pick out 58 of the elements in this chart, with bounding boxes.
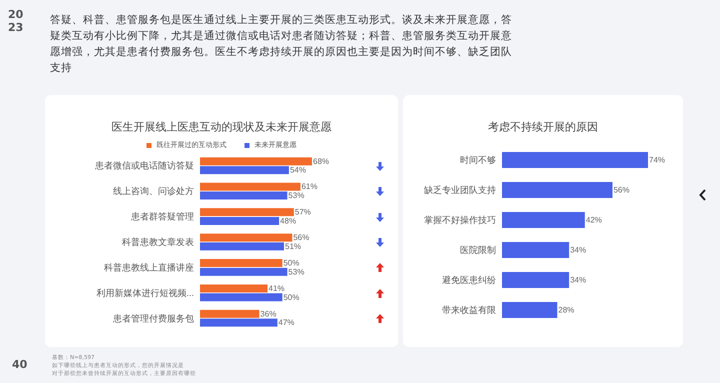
bar <box>502 302 558 318</box>
chart-title: 医生开展线上医患互动的现状及未来开展意愿 <box>112 120 332 134</box>
data-label: 36% <box>260 309 276 318</box>
data-label: 41% <box>268 284 285 293</box>
y-tick-label: 线上咨询、问诊处方 <box>113 186 194 196</box>
data-label: 68% <box>313 156 330 166</box>
bar <box>200 157 312 166</box>
bar <box>200 293 282 302</box>
text: 2023 <box>8 8 24 34</box>
data-label: 61% <box>301 182 318 192</box>
bar <box>200 318 278 327</box>
y-tick-label: 患者管理付费服务包 <box>112 313 194 324</box>
data-label: 57% <box>294 208 311 217</box>
y-tick-label: 缺乏专业团队支持 <box>424 185 496 195</box>
bar <box>200 284 268 292</box>
bar <box>200 234 292 242</box>
bar <box>200 310 260 318</box>
data-label: 48% <box>280 216 296 226</box>
data-label: 42% <box>586 216 602 224</box>
y-tick-label: 时间不够 <box>460 155 496 165</box>
data-label: 28% <box>558 306 574 314</box>
y-tick-label: 医院限制 <box>460 245 496 255</box>
bar <box>200 182 300 191</box>
y-tick-label: 科普患教文章发表 <box>122 237 194 247</box>
y-tick-label: 掌握不好操作技巧 <box>424 215 496 225</box>
data-label: 74% <box>649 156 666 164</box>
bar <box>200 192 288 200</box>
data-label: 34% <box>570 276 586 284</box>
bar <box>502 152 648 168</box>
data-label: 54% <box>290 166 306 175</box>
data-label: 50% <box>283 292 300 302</box>
y-tick-label: 科普患教线上直播讲座 <box>104 262 194 272</box>
bar <box>502 212 585 228</box>
bar <box>200 259 282 268</box>
y-tick-label: 利用新媒体进行短视频... <box>96 288 194 298</box>
bar <box>502 182 612 198</box>
y-tick-label: 患者微信或电话随访答疑 <box>94 160 194 171</box>
data-label: 53% <box>288 267 304 276</box>
data-label: 51% <box>285 242 302 251</box>
data-label: 50% <box>283 258 300 268</box>
data-label: 56% <box>293 233 310 242</box>
bar <box>200 208 294 216</box>
y-tick-label: 避免医患纠纷 <box>442 275 496 285</box>
bar <box>502 272 570 288</box>
y-tick-label: 患者群答疑管理 <box>130 212 194 222</box>
text: 40 <box>12 358 28 371</box>
data-label: 47% <box>278 318 294 328</box>
bar <box>200 242 284 250</box>
bar <box>502 242 570 258</box>
data-label: 56% <box>613 186 630 194</box>
bar <box>200 216 280 225</box>
y-tick-label: 带来收益有限 <box>442 305 496 315</box>
text: 答疑、科普、患管服务包是医生通过线上主要开展的三类医患互动形式。谈及未来开展意愿，答疑类互动有小比例下降，尤其是通过微信或电话对患者随访答疑；科普、患管服务类互动开展意愿增强，尤其是患者付费服务包。医生不考虑持续开展的原因也主要是因为时间不够、缺乏团队支持 <box>50 13 513 76</box>
data-label: 34% <box>570 246 586 254</box>
chart-title: 考虑不持续开展的原因 <box>488 120 598 134</box>
bar <box>200 268 288 276</box>
data-label: 53% <box>288 191 304 200</box>
bar <box>200 166 289 174</box>
